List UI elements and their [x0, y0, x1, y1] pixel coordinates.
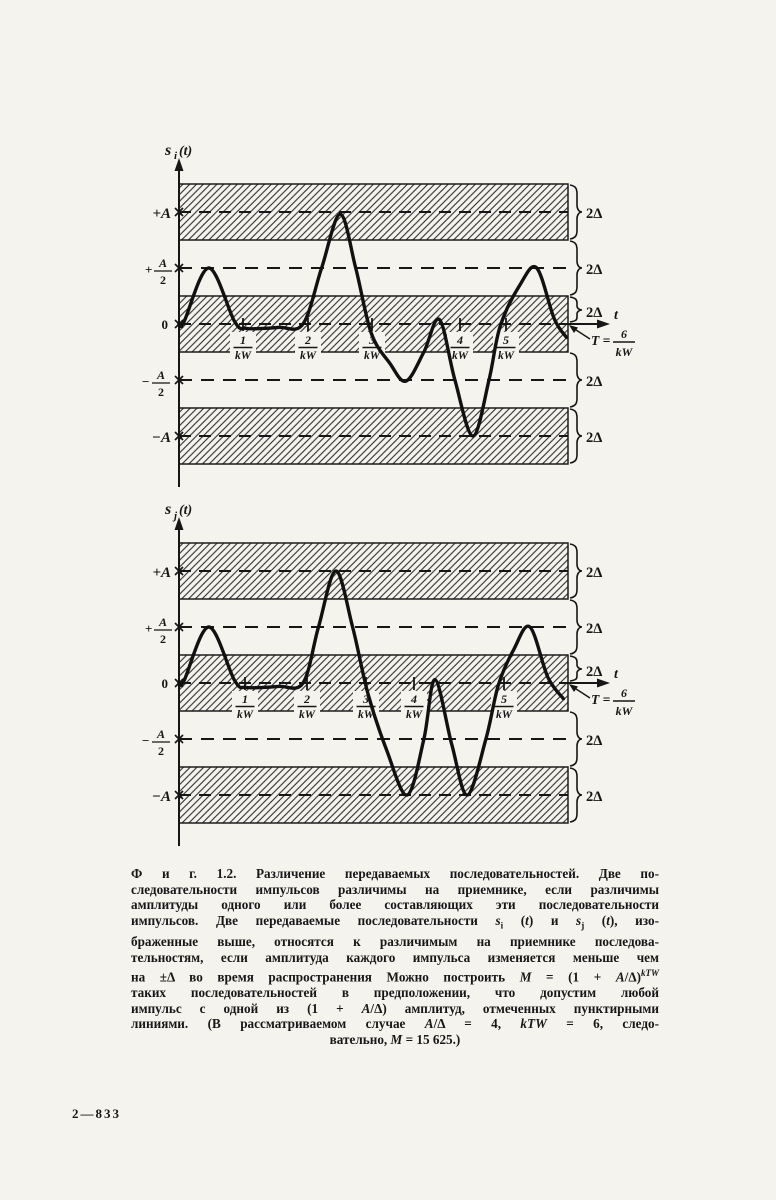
tick-label-den: kW	[496, 709, 513, 721]
band-size-label: 2Δ	[586, 374, 602, 390]
period-den: kW	[616, 704, 634, 718]
level-label-plus-a: +A	[152, 206, 171, 222]
level-sign-plus: +	[145, 621, 152, 636]
tick-labels: 1 kW 2 kW 3 kW 4 kW 5 kW	[230, 318, 519, 362]
caption: Ф и г. 1.2. Различение передаваемых посл…	[131, 866, 659, 1048]
band-size-label: 2Δ	[586, 430, 602, 446]
t-axis-label: t	[614, 667, 619, 682]
period-den: kW	[616, 345, 634, 359]
level-sign-minus: −	[142, 374, 149, 389]
tick-label-den: kW	[237, 709, 254, 721]
level-frac-num: A	[156, 727, 165, 741]
caption-line: тельностям, если амплитуда каждого импул…	[131, 950, 659, 966]
band-size-label: 2Δ	[586, 262, 602, 278]
waveform-sj	[177, 569, 566, 797]
tick-label-den: kW	[406, 709, 423, 721]
period-num: 6	[621, 327, 627, 341]
tick-label-num: 1	[242, 692, 248, 706]
tick-label-num: 4	[410, 692, 417, 706]
tick-label-num: 2	[303, 692, 310, 706]
caption-line: Ф и г. 1.2. Различение передаваемых посл…	[131, 866, 659, 881]
tick-label-box	[447, 332, 473, 360]
y-axis-label-base: s	[164, 142, 171, 159]
band-size-label: 2Δ	[586, 789, 602, 805]
caption-line: линиями. (В рассматриваемом случае A/Δ =…	[131, 1016, 659, 1032]
y-axis-label-rest: (t)	[179, 503, 192, 518]
plot-si: s i (t) +A + A 2 0 − A 2 −A 2Δ 2Δ 2Δ 2Δ …	[142, 142, 635, 489]
tick-label-den: kW	[364, 350, 381, 362]
tick-label-num: 2	[304, 333, 311, 347]
tick-label-box	[232, 691, 258, 719]
level-frac-num: A	[158, 256, 167, 270]
level-label-minus-a: −A	[152, 430, 171, 446]
level-label-zero: 0	[162, 676, 169, 691]
tick-label-num: 3	[368, 333, 375, 347]
y-axis-label-base: s	[164, 501, 171, 518]
tick-label-num: 3	[362, 692, 369, 706]
level-frac-den: 2	[160, 273, 166, 287]
level-frac-den: 2	[158, 744, 164, 758]
y-axis-label-rest: (t)	[179, 144, 192, 159]
caption-line: следовательности импульсов различимы на …	[131, 881, 659, 897]
level-frac-den: 2	[158, 385, 164, 399]
level-label-plus-a: +A	[152, 565, 171, 581]
tick-label-den: kW	[452, 350, 469, 362]
level-sign-minus: −	[142, 733, 149, 748]
tick-labels: 1 kW 2 kW 3 kW 4 kW 5 kW	[232, 677, 517, 721]
tick-label-den: kW	[300, 350, 317, 362]
period-num: 6	[621, 686, 627, 700]
level-frac-num: A	[158, 615, 167, 629]
caption-line: импульсов. Две передаваемые последовател…	[131, 913, 659, 931]
tick-label-den: kW	[358, 709, 375, 721]
level-label-zero: 0	[162, 317, 169, 332]
footer-mark: 2—833	[72, 1106, 121, 1121]
caption-line: таких последовательностей в предположени…	[131, 984, 659, 1000]
caption-line: браженные выше, относятся к различимым н…	[131, 934, 659, 950]
tick-label-box	[295, 332, 321, 360]
tick-label-num: 5	[501, 692, 507, 706]
level-label-minus-a: −A	[152, 789, 171, 805]
caption-line: импульс с одной из (1 + A/Δ) амплитуд, о…	[131, 1000, 659, 1016]
level-sign-plus: +	[145, 262, 152, 277]
tick-label-den: kW	[498, 350, 515, 362]
band-size-label: 2Δ	[586, 565, 602, 581]
t-axis-label: t	[614, 308, 619, 323]
caption-line: вательно, M = 15 625.)	[329, 1032, 461, 1048]
figure-svg: s i (t) +A + A 2 0 − A 2 −A 2Δ 2Δ 2Δ 2Δ …	[142, 142, 635, 848]
tick-label-den: kW	[235, 350, 252, 362]
band-size-label: 2Δ	[586, 206, 602, 222]
tick-label-num: 1	[240, 333, 246, 347]
y-axis-label-sub: j	[172, 510, 178, 522]
level-frac-den: 2	[160, 632, 166, 646]
tick-label-box	[230, 332, 256, 360]
caption-line: амплитуды одного или более составляющих …	[131, 897, 659, 913]
band-size-label: 2Δ	[586, 733, 602, 749]
waveform-si	[177, 212, 569, 438]
plot-sj: s j (t) +A + A 2 0 − A 2 −A 2Δ 2Δ 2Δ 2Δ …	[142, 501, 635, 848]
period-prefix: T =	[591, 692, 611, 707]
period-prefix: T =	[591, 333, 611, 348]
band-size-label: 2Δ	[586, 621, 602, 637]
y-axis-label-sub: i	[174, 150, 178, 162]
tick-label-num: 4	[456, 333, 463, 347]
level-frac-num: A	[156, 368, 165, 382]
tick-label-den: kW	[299, 709, 316, 721]
band-size-label: 2Δ	[586, 664, 602, 680]
band-size-label: 2Δ	[586, 305, 602, 321]
tick-label-box	[294, 691, 320, 719]
tick-label-box	[401, 691, 427, 719]
caption-line: на ±Δ во время распространения Можно пос…	[131, 967, 659, 985]
tick-label-num: 5	[503, 333, 509, 347]
